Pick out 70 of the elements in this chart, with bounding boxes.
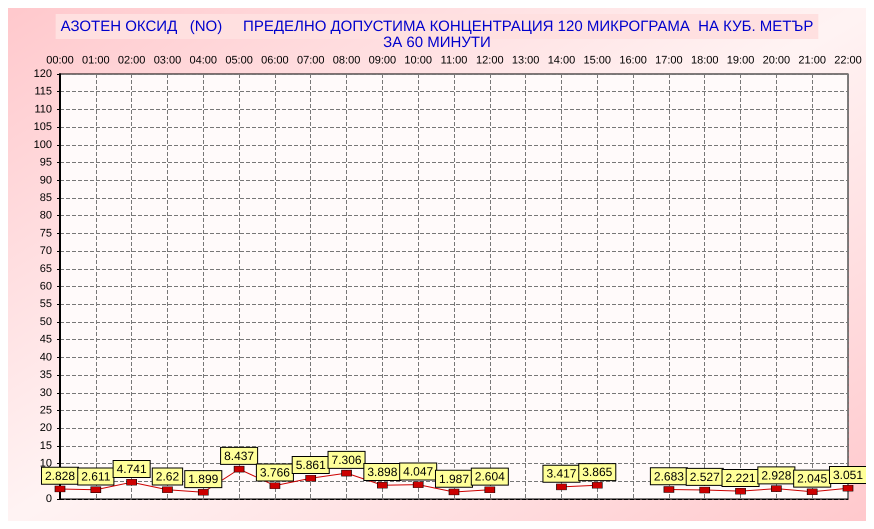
x-tick-label: 05:00 bbox=[225, 54, 253, 66]
y-tick-label: 15 bbox=[40, 440, 52, 452]
data-label: 3.051 bbox=[832, 468, 864, 482]
data-label: 4.741 bbox=[116, 462, 147, 476]
x-tick-label: 08:00 bbox=[332, 54, 360, 66]
y-tick-label: 20 bbox=[40, 422, 52, 434]
data-label: 3.417 bbox=[546, 466, 577, 481]
y-tick-label: 35 bbox=[40, 369, 52, 382]
data-label: 3.865 bbox=[582, 465, 613, 480]
x-tick-label: 15:00 bbox=[584, 54, 612, 66]
x-tick-label: 12:00 bbox=[476, 54, 504, 66]
x-tick-label: 21:00 bbox=[798, 54, 826, 66]
y-tick-label: 10 bbox=[40, 458, 52, 470]
y-tick-label: 90 bbox=[40, 174, 52, 186]
data-label: 2.527 bbox=[690, 470, 720, 484]
y-tick-label: 80 bbox=[40, 210, 52, 222]
data-label: 8.437 bbox=[224, 448, 254, 463]
y-tick-label: 40 bbox=[40, 351, 52, 364]
y-tick-label: 85 bbox=[40, 192, 52, 204]
y-tick-label: 0 bbox=[46, 493, 52, 505]
chart-subtitle: ЗА 60 МИНУТИ bbox=[383, 34, 491, 51]
data-label: 1.987 bbox=[438, 472, 470, 486]
x-tick-label: 22:00 bbox=[834, 54, 862, 66]
data-label: 2.928 bbox=[761, 468, 792, 482]
data-label: 7.306 bbox=[332, 452, 362, 467]
x-tick-label: 07:00 bbox=[296, 54, 324, 66]
x-tick-label: 13:00 bbox=[512, 54, 540, 66]
data-label: 3.898 bbox=[367, 465, 398, 479]
y-tick-label: 95 bbox=[40, 156, 52, 169]
x-tick-label: 20:00 bbox=[762, 54, 790, 66]
y-tick-label: 50 bbox=[40, 316, 52, 328]
x-tick-label: 02:00 bbox=[118, 54, 146, 66]
x-tick-label: 00:00 bbox=[46, 54, 74, 66]
x-tick-label: 03:00 bbox=[154, 54, 182, 66]
y-tick-label: 115 bbox=[34, 86, 52, 98]
x-tick-label: 16:00 bbox=[619, 54, 647, 66]
y-tick-label: 70 bbox=[40, 245, 52, 258]
data-label: 2.828 bbox=[44, 468, 76, 483]
x-tick-label: 09:00 bbox=[368, 54, 396, 66]
y-tick-label: 75 bbox=[40, 227, 52, 240]
data-label: 2.611 bbox=[81, 470, 111, 484]
x-tick-label: 01:00 bbox=[82, 54, 110, 66]
data-label: 4.047 bbox=[403, 464, 434, 478]
x-tick-label: 04:00 bbox=[190, 54, 218, 66]
data-label: 1.899 bbox=[188, 472, 219, 486]
y-tick-label: 45 bbox=[40, 334, 52, 346]
x-tick-label: 11:00 bbox=[440, 54, 468, 66]
y-tick-label: 65 bbox=[40, 262, 52, 275]
data-label: 2.604 bbox=[474, 470, 506, 484]
x-tick-label: 19:00 bbox=[726, 54, 754, 66]
data-label: 2.62 bbox=[156, 470, 180, 484]
y-tick-label: 25 bbox=[40, 404, 52, 416]
y-tick-label: 105 bbox=[34, 121, 52, 134]
x-tick-label: 06:00 bbox=[261, 54, 289, 66]
y-tick-label: 30 bbox=[40, 386, 52, 399]
data-label: 2.683 bbox=[654, 469, 684, 484]
y-tick-label: 120 bbox=[34, 68, 52, 80]
x-tick-label: 10:00 bbox=[404, 54, 432, 66]
y-tick-label: 110 bbox=[34, 103, 52, 116]
data-label: 5.861 bbox=[296, 458, 326, 472]
y-tick-label: 60 bbox=[40, 280, 52, 292]
data-label: 3.766 bbox=[260, 465, 290, 480]
x-tick-label: 17:00 bbox=[655, 54, 683, 66]
data-label: 2.221 bbox=[726, 470, 756, 485]
y-tick-label: 55 bbox=[40, 298, 52, 310]
x-tick-label: 18:00 bbox=[690, 54, 718, 66]
data-label: 2.045 bbox=[797, 472, 828, 486]
x-tick-label: 14:00 bbox=[548, 54, 576, 66]
chart-title: АЗОТЕН ОКСИД (NO) ПРЕДЕЛНО ДОПУСТИМА КОНЦЕНТРАЦИЯ 120 МИКРОГРАМА НА КУБ. МЕТЪР bbox=[60, 18, 814, 35]
y-tick-label: 100 bbox=[34, 138, 52, 151]
